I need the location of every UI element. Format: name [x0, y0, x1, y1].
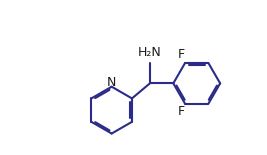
- Text: F: F: [178, 48, 185, 61]
- Text: F: F: [178, 105, 185, 118]
- Text: H₂N: H₂N: [138, 46, 162, 59]
- Text: N: N: [107, 76, 116, 89]
